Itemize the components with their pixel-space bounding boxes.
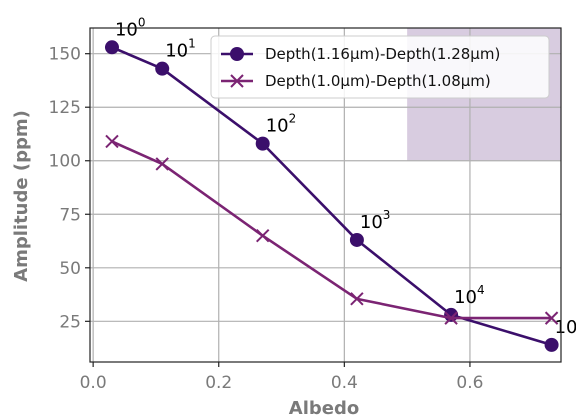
series-line-1 <box>111 46 552 347</box>
x-tick-label: 0.4 <box>331 373 358 393</box>
legend-marker <box>230 74 244 88</box>
point-annotation: 104 <box>454 283 485 308</box>
y-tick-label: 25 <box>59 312 81 332</box>
series-1-point <box>255 136 270 151</box>
series-2-point <box>155 157 169 171</box>
series-2-point <box>444 311 458 325</box>
series-2-point <box>255 228 270 243</box>
series-1-point <box>155 61 170 76</box>
point-annotation: 102 <box>266 112 297 137</box>
series-2-point <box>544 311 559 325</box>
series-1-point <box>104 40 119 55</box>
series-1-point <box>544 337 559 352</box>
series-2-point <box>350 292 364 306</box>
x-tick-label: 0.6 <box>456 373 483 393</box>
legend-entry-2: Depth(1.0μm)-Depth(1.08μm) <box>221 72 491 90</box>
legend-entry-1: Depth(1.16μm)-Depth(1.28μm) <box>221 45 500 63</box>
y-tick-label: 125 <box>49 98 81 118</box>
y-tick-label: 50 <box>59 259 81 279</box>
legend-label: Depth(1.16μm)-Depth(1.28μm) <box>265 45 500 63</box>
series-1-point <box>444 307 459 322</box>
legend-label: Depth(1.0μm)-Depth(1.08μm) <box>265 72 491 90</box>
y-tick-label: 100 <box>49 152 81 172</box>
x-tick-label: 0.0 <box>80 373 107 393</box>
point-annotation: 103 <box>360 208 391 233</box>
series-2-point <box>105 134 119 149</box>
point-annotation: 100 <box>115 15 146 40</box>
series-1-point <box>349 232 364 247</box>
point-annotation: 105 <box>555 313 576 338</box>
legend-box <box>210 35 550 99</box>
x-tick-label: 0.2 <box>205 373 232 393</box>
legend-marker <box>230 47 244 61</box>
x-axis-title: Albedo <box>289 398 359 418</box>
plot-frame <box>89 27 562 363</box>
series-line-2 <box>111 140 552 320</box>
point-annotation: 101 <box>165 37 196 62</box>
y-axis-title: Amplitude (ppm) <box>11 110 32 282</box>
y-tick-label: 150 <box>49 45 81 65</box>
y-tick-label: 75 <box>59 205 81 225</box>
